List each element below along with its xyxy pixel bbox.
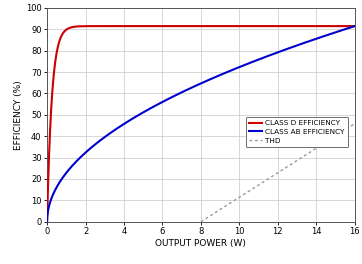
CLASS AB EFFICIENCY — [313, 37, 318, 41]
CLASS AB EFFICIENCY — [353, 25, 357, 28]
CLASS D EFFICIENCY — [313, 25, 318, 28]
CLASS D EFFICIENCY — [98, 25, 102, 28]
THD — [313, 147, 318, 150]
Line: CLASS AB EFFICIENCY: CLASS AB EFFICIENCY — [47, 26, 355, 222]
CLASS D EFFICIENCY — [45, 220, 49, 223]
CLASS D EFFICIENCY — [80, 25, 84, 28]
CLASS AB EFFICIENCY — [80, 154, 84, 157]
CLASS D EFFICIENCY — [353, 25, 357, 28]
CLASS AB EFFICIENCY — [45, 220, 49, 223]
CLASS AB EFFICIENCY — [98, 139, 102, 142]
CLASS D EFFICIENCY — [176, 25, 181, 28]
THD — [353, 122, 357, 125]
CLASS AB EFFICIENCY — [163, 99, 167, 102]
CLASS D EFFICIENCY — [347, 25, 351, 28]
THD — [346, 126, 351, 129]
X-axis label: OUTPUT POWER (W): OUTPUT POWER (W) — [155, 239, 247, 248]
CLASS D EFFICIENCY — [225, 25, 229, 28]
CLASS AB EFFICIENCY — [346, 26, 351, 30]
CLASS D EFFICIENCY — [163, 25, 167, 28]
Line: THD: THD — [201, 124, 355, 222]
Line: CLASS D EFFICIENCY: CLASS D EFFICIENCY — [47, 26, 355, 222]
Y-axis label: EFFICIENCY (%): EFFICIENCY (%) — [14, 80, 23, 150]
Legend: CLASS D EFFICIENCY, CLASS AB EFFICIENCY, THD: CLASS D EFFICIENCY, CLASS AB EFFICIENCY,… — [245, 117, 348, 147]
CLASS AB EFFICIENCY — [176, 92, 181, 96]
